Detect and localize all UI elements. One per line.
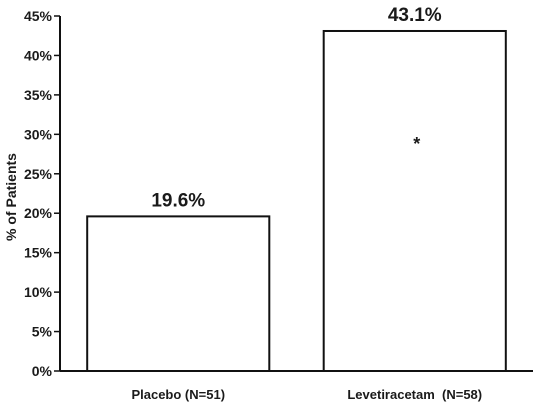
data-labels: 19.6% 43.1% * xyxy=(151,5,441,211)
y-tick-label: 45% xyxy=(24,8,53,24)
bar xyxy=(86,215,271,372)
y-tick-label: 5% xyxy=(32,324,53,340)
y-tick-label: 25% xyxy=(24,166,53,182)
y-axis: 0% 5% 10% 15% 20% 25% 30% 35% 40% 45% xyxy=(24,8,61,379)
y-tick-label: 35% xyxy=(24,87,53,103)
y-tick-label: 15% xyxy=(24,245,53,261)
x-category-label: Placebo (N=51) xyxy=(131,387,225,402)
y-axis-title: % of Patients xyxy=(3,153,19,241)
x-axis: Placebo (N=51) Levetiracetam (N=58) xyxy=(60,370,533,402)
y-tick-label: 30% xyxy=(24,126,53,142)
x-category-label: Levetiracetam (N=58) xyxy=(347,387,482,402)
bar-data-label: 43.1% xyxy=(388,5,442,26)
bar-data-label: 19.6% xyxy=(151,190,205,211)
y-tick-label: 10% xyxy=(24,284,53,300)
y-tick-label: 40% xyxy=(24,47,53,63)
bar xyxy=(322,29,507,372)
significance-asterisk: * xyxy=(413,134,420,154)
y-tick-label: 0% xyxy=(32,363,53,379)
bars xyxy=(86,29,507,372)
y-tick-label: 20% xyxy=(24,205,53,221)
